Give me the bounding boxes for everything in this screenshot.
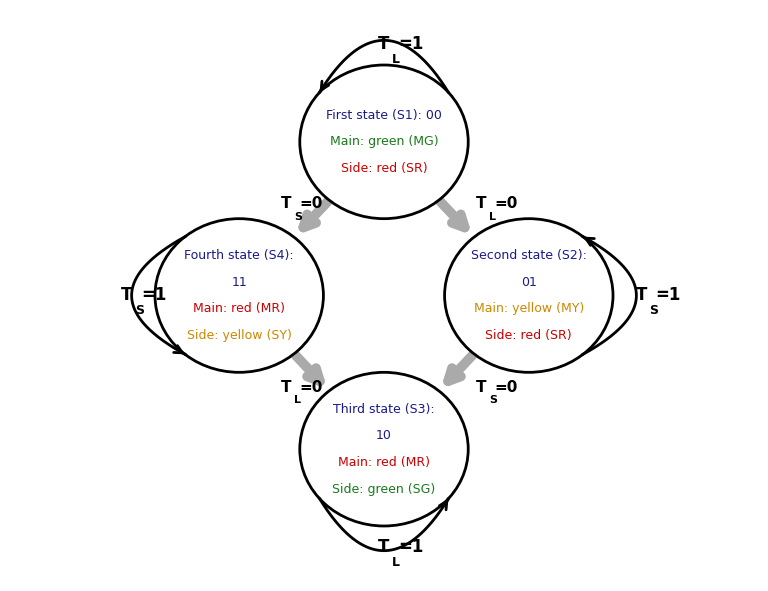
Text: 10: 10 bbox=[376, 430, 392, 442]
Text: T: T bbox=[379, 35, 389, 53]
Text: S: S bbox=[489, 395, 497, 405]
Text: First state (S1): 00: First state (S1): 00 bbox=[326, 109, 442, 122]
Text: =1: =1 bbox=[141, 287, 167, 304]
Text: Main: green (MG): Main: green (MG) bbox=[329, 135, 439, 148]
Text: S: S bbox=[650, 304, 658, 317]
Text: Second state (S2):: Second state (S2): bbox=[471, 249, 587, 262]
Text: Third state (S3):: Third state (S3): bbox=[333, 403, 435, 415]
Ellipse shape bbox=[300, 65, 468, 219]
Text: T: T bbox=[379, 538, 389, 556]
Text: T: T bbox=[281, 196, 292, 212]
Text: Side: red (SR): Side: red (SR) bbox=[341, 162, 427, 175]
Text: =0: =0 bbox=[300, 196, 323, 212]
Text: =0: =0 bbox=[495, 379, 518, 395]
Text: =0: =0 bbox=[300, 379, 323, 395]
Text: Side: red (SR): Side: red (SR) bbox=[485, 329, 572, 342]
Text: L: L bbox=[489, 212, 496, 222]
Text: Main: red (MR): Main: red (MR) bbox=[194, 303, 285, 315]
Text: Side: green (SG): Side: green (SG) bbox=[333, 483, 435, 495]
Text: =1: =1 bbox=[398, 35, 424, 53]
Text: =1: =1 bbox=[655, 287, 680, 304]
Text: Main: red (MR): Main: red (MR) bbox=[338, 456, 430, 469]
Text: =0: =0 bbox=[495, 196, 518, 212]
Text: Side: yellow (SY): Side: yellow (SY) bbox=[187, 329, 292, 342]
Text: =1: =1 bbox=[398, 538, 424, 556]
Text: T: T bbox=[476, 379, 487, 395]
Text: T: T bbox=[121, 287, 133, 304]
Text: S: S bbox=[294, 212, 302, 222]
Text: L: L bbox=[294, 395, 301, 405]
Text: T: T bbox=[635, 287, 647, 304]
Ellipse shape bbox=[445, 219, 613, 372]
Text: S: S bbox=[135, 304, 144, 317]
Text: 01: 01 bbox=[521, 276, 537, 288]
Text: T: T bbox=[281, 379, 292, 395]
Text: Main: yellow (MY): Main: yellow (MY) bbox=[474, 303, 584, 315]
Text: L: L bbox=[392, 556, 400, 569]
Text: T: T bbox=[476, 196, 487, 212]
Text: L: L bbox=[392, 53, 400, 66]
Text: 11: 11 bbox=[231, 276, 247, 288]
Text: Fourth state (S4):: Fourth state (S4): bbox=[184, 249, 294, 262]
Ellipse shape bbox=[300, 372, 468, 526]
Ellipse shape bbox=[155, 219, 323, 372]
